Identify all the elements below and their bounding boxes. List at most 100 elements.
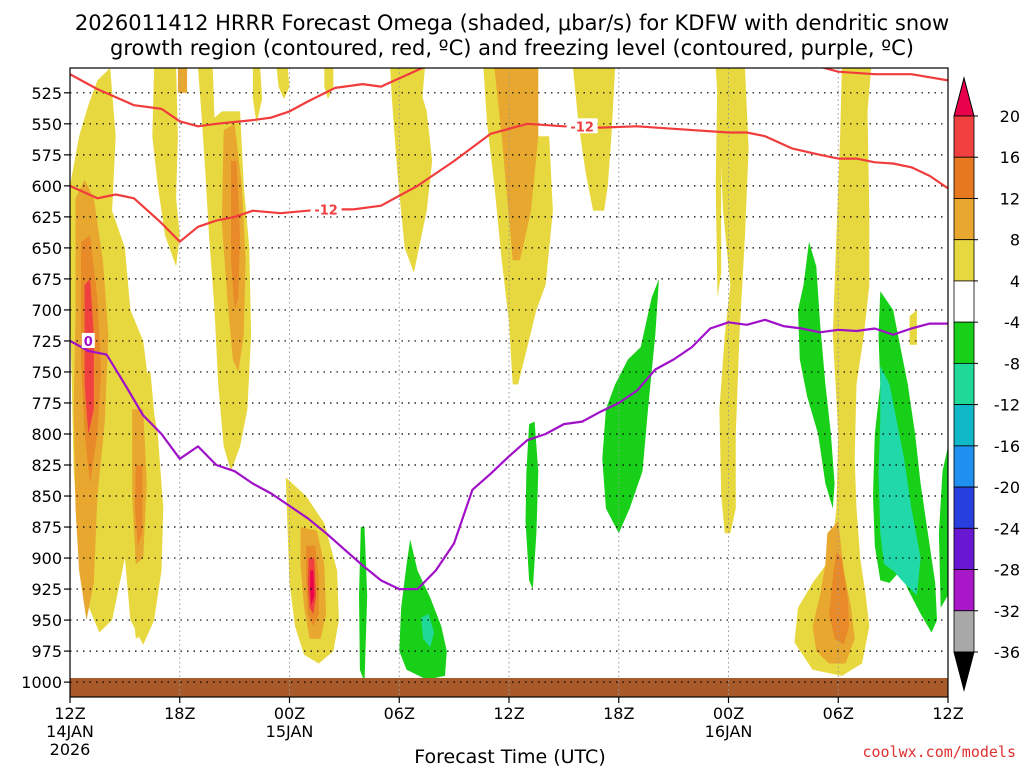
colorbar-label-12: -32	[994, 602, 1020, 621]
chart-title-line2: growth region (contoured, red, ºC) and f…	[110, 36, 914, 60]
y-tick-label-875: 875	[31, 518, 62, 537]
omega-region-22	[399, 539, 447, 680]
colorbar-label-9: -20	[994, 478, 1020, 497]
colorbar-segment-0	[953, 115, 975, 158]
dgz-label-1-bg	[310, 201, 342, 217]
omega-region-28	[573, 68, 616, 211]
colorbar-label-2: 12	[1000, 189, 1020, 208]
x-tick-label-0: 12Z	[54, 704, 85, 723]
y-tick-label-850: 850	[31, 487, 62, 506]
colorbar-segment-2	[953, 198, 975, 241]
grid-lines	[70, 68, 948, 697]
colorbar-label-3: 8	[1010, 231, 1020, 250]
y-tick-label-825: 825	[31, 456, 62, 475]
dgz-label-2-bg	[566, 118, 598, 134]
omega-region-32	[794, 68, 872, 676]
omega-region-8	[177, 68, 188, 93]
x-axis-title: Forecast Time (UTC)	[414, 746, 605, 768]
colorbar-segment-10	[953, 527, 975, 570]
x-tick-year-0: 2026	[50, 740, 91, 759]
omega-region-35	[798, 241, 835, 509]
contours: -12 -12 0	[70, 68, 948, 591]
omega-shading	[70, 68, 948, 683]
colorbar-top-arrow	[953, 76, 975, 117]
y-tick-label-675: 675	[31, 270, 62, 289]
x-tick-date-36: 16JAN	[705, 722, 753, 741]
colorbar-segment-7	[953, 404, 975, 447]
y-tick-label-900: 900	[31, 549, 62, 568]
y-tick-label-750: 750	[31, 363, 62, 382]
omega-region-6	[134, 465, 143, 546]
y-tick-label-650: 650	[31, 239, 62, 258]
colorbar-segment-11	[953, 569, 975, 612]
colorbar-segment-5	[953, 321, 975, 364]
omega-region-30	[715, 68, 749, 534]
omega-region-13	[276, 68, 290, 99]
colorbar-segment-6	[953, 362, 975, 406]
dgz-contour-upper	[70, 68, 948, 128]
colorbar-segment-12	[953, 610, 975, 653]
ground-terrain	[70, 678, 948, 697]
y-tick-label-700: 700	[31, 301, 62, 320]
omega-region-37	[878, 365, 921, 596]
y-tick-label-950: 950	[31, 611, 62, 630]
omega-region-29	[602, 278, 659, 534]
colorbar-segment-8	[953, 445, 975, 488]
omega-region-31	[715, 68, 722, 298]
x-tick-label-30: 18Z	[603, 704, 634, 723]
colorbar-label-8: -16	[994, 437, 1020, 456]
colorbar-label-13: -36	[994, 643, 1020, 662]
x-tick-label-48: 12Z	[932, 704, 963, 723]
omega-region-39	[938, 446, 948, 608]
omega-region-11	[231, 161, 241, 310]
freezing-level-contour	[70, 318, 948, 591]
colorbar: 20 16 12 8 4 -4 -8 -12 -16 -20 -24 -28 -32 -36	[953, 76, 1020, 692]
omega-region-27	[525, 421, 539, 590]
colorbar-label-1: 16	[1000, 148, 1020, 167]
x-tick-date-0: 14JAN	[46, 722, 94, 741]
colorbar-label-7: -12	[994, 396, 1020, 415]
x-tick-label-36: 00Z	[713, 704, 744, 723]
colorbar-label-10: -24	[994, 519, 1020, 538]
colorbar-label-4: 4	[1010, 272, 1020, 291]
x-tick-date-12: 15JAN	[266, 722, 314, 741]
colorbar-label-6: -8	[1004, 354, 1020, 373]
colorbar-label-5: -4	[1004, 313, 1020, 332]
omega-region-12	[252, 68, 263, 124]
freezing-label: 0	[84, 335, 93, 350]
dgz-label-2: -12	[570, 120, 594, 135]
y-tick-label-800: 800	[31, 425, 62, 444]
y-axis: 525 550 575 600 625 650 675 700 725 750 775 800 825 8…	[21, 84, 70, 692]
y-tick-label-925: 925	[31, 580, 62, 599]
omega-region-21	[359, 527, 368, 683]
omega-region-26	[494, 68, 539, 261]
y-tick-label-525: 525	[31, 84, 62, 103]
dgz-contour-minus12	[70, 122, 948, 243]
omega-region-23	[421, 613, 434, 648]
y-tick-label-775: 775	[31, 394, 62, 413]
x-tick-label-12: 00Z	[274, 704, 305, 723]
chart-title-line1: 2026011412 HRRR Forecast Omega (shaded, …	[75, 11, 949, 35]
y-tick-label-625: 625	[31, 208, 62, 227]
y-tick-label-725: 725	[31, 332, 62, 351]
x-tick-label-18: 06Z	[384, 704, 415, 723]
x-tick-label-6: 18Z	[164, 704, 195, 723]
omega-region-3	[84, 278, 94, 434]
y-tick-label-550: 550	[31, 115, 62, 134]
colorbar-segment-3	[953, 239, 975, 282]
colorbar-label-0: 20	[1000, 107, 1020, 126]
credit-text: coolwx.com/models	[862, 743, 1016, 761]
omega-region-14	[324, 68, 334, 99]
dgz-label-1: -12	[314, 203, 338, 218]
y-tick-label-1000: 1000	[21, 673, 62, 692]
y-tick-label-975: 975	[31, 642, 62, 661]
freezing-label-bg	[81, 332, 95, 348]
y-tick-label-600: 600	[31, 177, 62, 196]
colorbar-segment-9	[953, 486, 975, 529]
colorbar-label-11: -28	[994, 561, 1020, 580]
x-tick-label-42: 06Z	[823, 704, 854, 723]
colorbar-segment-1	[953, 156, 975, 199]
omega-region-34	[829, 551, 850, 645]
